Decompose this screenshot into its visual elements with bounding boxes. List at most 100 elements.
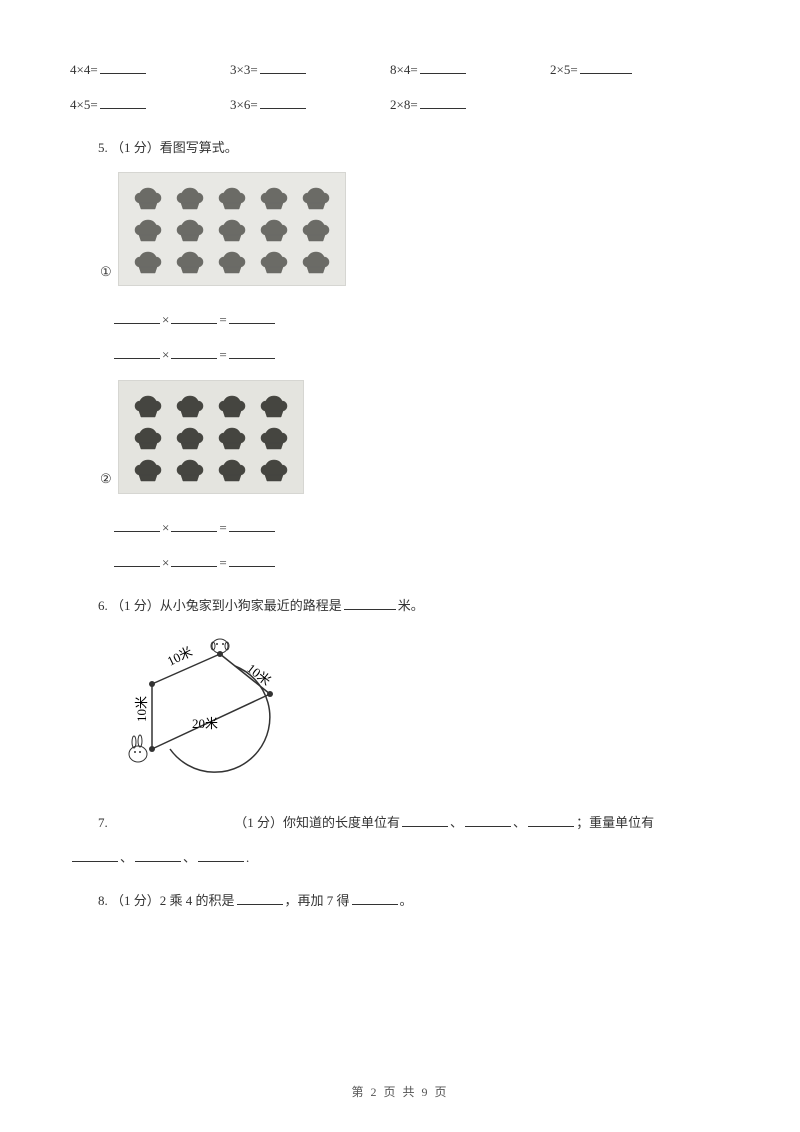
answer-blank[interactable] <box>229 345 275 359</box>
eq-symbol: = <box>219 555 226 570</box>
q-num: 5. <box>98 140 111 155</box>
answer-blank[interactable] <box>114 310 160 324</box>
q-points: （1 分） <box>111 140 160 155</box>
answer-blank[interactable] <box>171 553 217 567</box>
q-text: ，再加 7 得 <box>285 893 350 908</box>
muffin-icon <box>259 216 289 242</box>
eq-expr: 2×5= <box>550 62 578 77</box>
answer-blank[interactable] <box>72 848 118 862</box>
eq-expr: 4×5= <box>70 97 98 112</box>
answer-blank[interactable] <box>420 60 466 74</box>
muffin-icon <box>259 424 289 450</box>
answer-blank[interactable] <box>135 848 181 862</box>
answer-blank[interactable] <box>465 813 511 827</box>
muffin-icon <box>217 392 247 418</box>
eq-symbol: = <box>219 347 226 362</box>
eq-symbol: = <box>219 312 226 327</box>
eq-cell: 2×8= <box>390 95 550 116</box>
q-text: 你知道的长度单位有 <box>283 815 400 830</box>
q-num: 6. <box>98 598 111 613</box>
muffin-icon <box>259 392 289 418</box>
muffin-icon <box>133 456 163 482</box>
muffin-icon <box>259 248 289 274</box>
answer-blank[interactable] <box>171 518 217 532</box>
edge-label: 10米 <box>134 696 149 722</box>
muffin-icon <box>175 184 205 210</box>
answer-blank[interactable] <box>229 553 275 567</box>
eq-cell: 3×6= <box>230 95 390 116</box>
q-num: 7. <box>98 815 111 830</box>
eq-expr: 8×4= <box>390 62 418 77</box>
question-7-line2: 、、. <box>70 848 730 869</box>
q-text: 米。 <box>398 598 424 613</box>
answer-blank[interactable] <box>114 345 160 359</box>
answer-blank[interactable] <box>198 848 244 862</box>
muffin-icon <box>133 248 163 274</box>
answer-blank[interactable] <box>171 310 217 324</box>
tail: . <box>246 850 249 865</box>
answer-blank[interactable] <box>114 553 160 567</box>
page-footer: 第 2 页 共 9 页 <box>0 1083 800 1102</box>
q-points: （1 分） <box>111 893 160 908</box>
q-text: ；重量单位有 <box>576 815 654 830</box>
answer-blank[interactable] <box>237 891 283 905</box>
question-5: 5. （1 分）看图写算式。 <box>70 138 730 159</box>
eq-expr: 4×4= <box>70 62 98 77</box>
equation-line: ×= <box>70 310 730 331</box>
answer-blank[interactable] <box>580 60 632 74</box>
question-6: 6. （1 分）从小兔家到小狗家最近的路程是米。 <box>70 596 730 617</box>
answer-blank[interactable] <box>229 310 275 324</box>
mult-symbol: × <box>162 520 169 535</box>
muffin-icon <box>175 456 205 482</box>
figure-label-2: ② <box>100 469 112 490</box>
answer-blank[interactable] <box>114 518 160 532</box>
mult-symbol: × <box>162 312 169 327</box>
muffin-icon <box>217 424 247 450</box>
eq-expr: 3×3= <box>230 62 258 77</box>
answer-blank[interactable] <box>402 813 448 827</box>
answer-blank[interactable] <box>344 596 396 610</box>
answer-blank[interactable] <box>260 60 306 74</box>
sep: 、 <box>513 815 526 830</box>
answer-blank[interactable] <box>260 95 306 109</box>
eq-cell: 2×5= <box>550 60 710 81</box>
figure-label-1: ① <box>100 262 112 283</box>
equation-line: ×= <box>70 553 730 574</box>
q-text: 。 <box>400 893 413 908</box>
equation-line: ×= <box>70 345 730 366</box>
answer-blank[interactable] <box>100 60 146 74</box>
path-diagram: 10米 10米 10米 20米 <box>110 634 730 791</box>
muffin-icon <box>133 184 163 210</box>
sep: 、 <box>183 850 196 865</box>
answer-blank[interactable] <box>100 95 146 109</box>
question-8: 8. （1 分）2 乘 4 的积是，再加 7 得。 <box>70 891 730 912</box>
muffin-icon <box>301 216 331 242</box>
answer-blank[interactable] <box>229 518 275 532</box>
muffin-icon <box>217 216 247 242</box>
answer-blank[interactable] <box>352 891 398 905</box>
muffin-icon <box>133 392 163 418</box>
muffin-icon <box>133 424 163 450</box>
equation-row-2: 4×5= 3×6= 2×8= <box>70 95 730 116</box>
muffin-icon <box>301 184 331 210</box>
eq-expr: 3×6= <box>230 97 258 112</box>
eq-cell: 4×5= <box>70 95 230 116</box>
muffin-icon <box>217 184 247 210</box>
answer-blank[interactable] <box>528 813 574 827</box>
muffin-icon <box>175 424 205 450</box>
muffin-icon <box>217 456 247 482</box>
answer-blank[interactable] <box>420 95 466 109</box>
figure-2-wrap: ② <box>70 380 730 504</box>
muffin-grid-2 <box>118 380 304 494</box>
muffin-icon <box>259 184 289 210</box>
q-points: （1 分） <box>234 815 283 830</box>
mult-symbol: × <box>162 347 169 362</box>
equation-line: ×= <box>70 518 730 539</box>
eq-symbol: = <box>219 520 226 535</box>
q-text: 从小兔家到小狗家最近的路程是 <box>160 598 342 613</box>
eq-expr: 2×8= <box>390 97 418 112</box>
q-text: 看图写算式。 <box>160 140 238 155</box>
eq-cell: 8×4= <box>390 60 550 81</box>
muffin-icon <box>175 392 205 418</box>
answer-blank[interactable] <box>171 345 217 359</box>
